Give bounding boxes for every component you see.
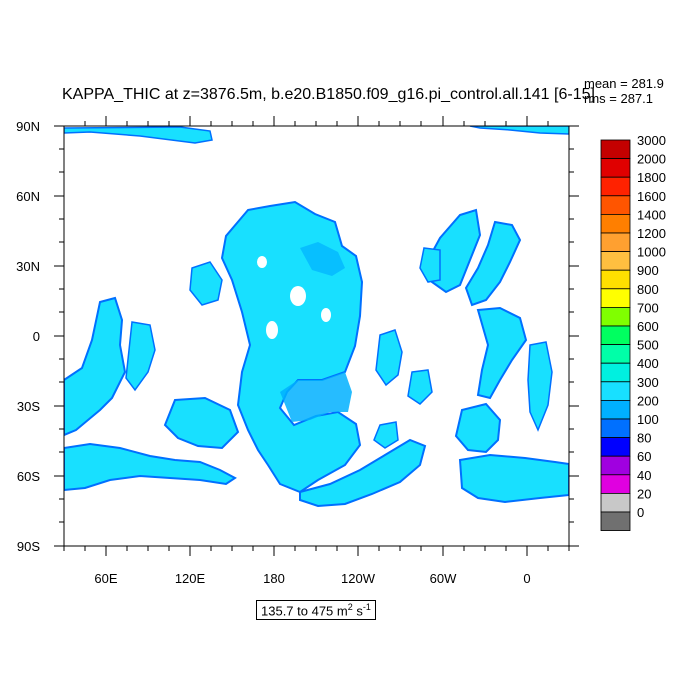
colorbar: 3000200018001600140012001000900800700600… — [600, 133, 666, 532]
ocean-indian-north — [189, 261, 223, 306]
colorbar-label: 80 — [637, 431, 651, 446]
ocean-arctic-east — [469, 126, 569, 135]
colorbar-box — [600, 474, 631, 494]
colorbar-box — [600, 176, 631, 197]
range-text: 135.7 to 475 m — [261, 603, 348, 619]
ocean-arctic-west — [64, 126, 213, 144]
colorbar-label: 40 — [637, 468, 651, 483]
colorbar-box — [600, 213, 631, 234]
rms-value: rms = 287.1 — [584, 91, 654, 106]
colorbar-label: 1400 — [637, 207, 666, 222]
range-unit-sup2: -1 — [362, 602, 371, 612]
lon-label: 60W — [430, 571, 457, 586]
colorbar-label: 3000 — [637, 133, 666, 148]
lon-label: 60E — [94, 571, 117, 586]
ocean-pacific-deep — [280, 372, 352, 422]
colorbar-label: 700 — [637, 300, 659, 315]
colorbar-label: 2000 — [637, 152, 666, 167]
colorbar-box — [600, 511, 631, 532]
ocean-atlantic-patch — [407, 369, 433, 405]
range-label: 135.7 to 475 m2 s-1 — [256, 600, 376, 621]
colorbar-label: 20 — [637, 486, 651, 501]
colorbar-box — [600, 251, 631, 271]
colorbar-label: 1600 — [637, 189, 666, 204]
colorbar-label: 100 — [637, 412, 659, 427]
ocean-southern-west — [64, 442, 237, 492]
ocean-atlantic-channel — [375, 329, 403, 387]
lat-label: 30S — [17, 399, 40, 414]
colorbar-box — [600, 232, 631, 253]
plot-title: KAPPA_THIC at z=3876.5m, b.e20.B1850.f09… — [62, 86, 595, 103]
colorbar-label: 900 — [637, 263, 659, 278]
lat-labels: 90N 60N 30N 0 30S 60S 90S — [16, 119, 40, 554]
colorbar-box — [600, 492, 631, 513]
colorbar-label: 400 — [637, 356, 659, 371]
colorbar-label: 500 — [637, 338, 659, 353]
colorbar-label: 0 — [637, 505, 644, 520]
colorbar-box — [600, 344, 631, 364]
colorbar-label: 800 — [637, 282, 659, 297]
ocean-tropical-atlantic — [476, 306, 528, 400]
colorbar-label: 600 — [637, 319, 659, 334]
colorbar-box — [600, 158, 631, 178]
lon-label: 120E — [175, 571, 206, 586]
colorbar-box — [600, 195, 631, 215]
tick-marks — [54, 116, 579, 556]
ocean-indian-south — [163, 396, 240, 450]
lat-label: 60S — [17, 469, 40, 484]
mean-value: mean = 281.9 — [584, 76, 664, 91]
colorbar-label: 1800 — [637, 170, 666, 185]
stats-block: mean = 281.9 rms = 287.1 — [584, 76, 664, 106]
colorbar-label: 1200 — [637, 226, 666, 241]
lat-label: 30N — [16, 259, 40, 274]
ocean-north-atlantic-east — [464, 220, 522, 307]
colorbar-box — [600, 437, 631, 457]
land-pacific-islet-1 — [290, 286, 306, 306]
range-mid: s — [352, 603, 363, 619]
ocean-indian-east — [125, 321, 156, 392]
map-field — [64, 126, 569, 546]
colorbar-label: 300 — [637, 375, 659, 390]
ocean-atlantic-south-patch — [373, 421, 399, 449]
ocean-atlantic-east-strip — [527, 341, 553, 432]
colorbar-box — [600, 418, 631, 439]
colorbar-box — [600, 381, 631, 401]
colorbar-box — [600, 325, 631, 346]
colorbar-box — [600, 362, 631, 383]
colorbar-box — [600, 269, 631, 290]
colorbar-label: 200 — [637, 393, 659, 408]
ocean-southern-pacific — [299, 438, 427, 508]
colorbar-label: 1000 — [637, 245, 666, 260]
ocean-atlantic-caribbean — [419, 247, 441, 283]
colorbar-box — [600, 139, 631, 160]
land-pacific-islet-3 — [321, 308, 331, 322]
land-pacific-islet-4 — [257, 256, 267, 268]
colorbar-box — [600, 288, 631, 308]
range-unit-sup1: 2 — [347, 602, 353, 612]
colorbar-box — [600, 399, 631, 420]
land-pacific-islet-2 — [266, 321, 278, 339]
colorbar-label: 60 — [637, 449, 651, 464]
ocean-south-atlantic — [454, 402, 502, 454]
colorbar-box — [600, 306, 631, 327]
lat-label: 60N — [16, 189, 40, 204]
lat-label: 90S — [17, 539, 40, 554]
lon-label: 0 — [523, 571, 530, 586]
ocean-pacific-deep-north — [300, 242, 345, 276]
colorbar-box — [600, 455, 631, 476]
lon-label: 120W — [341, 571, 376, 586]
ocean-indian-west — [64, 296, 127, 437]
ocean-southern-south-atlantic — [458, 453, 569, 504]
lon-labels: 60E 120E 180 120W 60W 0 — [94, 571, 530, 586]
lon-label: 180 — [263, 571, 285, 586]
lat-label: 90N — [16, 119, 40, 134]
lat-label: 0 — [33, 329, 40, 344]
